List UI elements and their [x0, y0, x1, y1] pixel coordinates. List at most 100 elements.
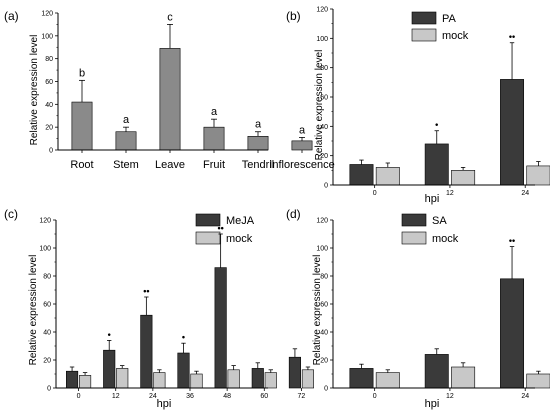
significance-marker: •• — [143, 286, 149, 296]
panel-label-d: (d) — [286, 207, 301, 221]
x-tick-label: Tendril — [242, 159, 274, 171]
y-tick-label: 40 — [45, 102, 53, 109]
y-tick-label: 100 — [41, 33, 53, 40]
significance-marker: •• — [509, 32, 515, 42]
y-tick-label: 20 — [43, 358, 51, 365]
legend-swatch-mock-d — [401, 231, 427, 245]
x-tick-label: 12 — [112, 393, 120, 400]
legend-swatch-mock-b — [411, 28, 437, 42]
bar-meja — [214, 267, 227, 389]
y-tick-label: 100 — [316, 36, 328, 43]
bar-sa — [424, 354, 449, 389]
bar-mock — [153, 372, 166, 389]
panel-b: (b) Relative expression level hpi PA moc… — [286, 7, 550, 205]
x-axis-label-d: hpi — [425, 398, 440, 410]
bar-root — [71, 101, 93, 151]
significance-letter: a — [123, 114, 130, 126]
bar-meja — [251, 368, 264, 389]
y-axis-label-c: Relative expression level — [28, 255, 39, 366]
bar-stem — [115, 131, 137, 151]
significance-letter: b — [79, 67, 85, 79]
significance-marker: • — [108, 329, 111, 339]
y-tick-label: 100 — [39, 246, 51, 253]
bar-mock — [526, 165, 550, 186]
bar-sa — [349, 368, 374, 389]
y-tick-label: 40 — [43, 330, 51, 337]
bar-mock — [79, 375, 92, 389]
y-tick-label: 40 — [320, 330, 328, 337]
y-tick-label: 40 — [320, 124, 328, 131]
legend-swatch-meja — [195, 213, 221, 227]
y-tick-label: 80 — [45, 56, 53, 63]
bar-sa — [500, 278, 525, 389]
panel-label-b: (b) — [286, 9, 301, 23]
y-tick-label: 0 — [47, 386, 51, 393]
bar-mock — [526, 373, 550, 389]
y-tick-label: 120 — [41, 11, 53, 18]
y-tick-label: 60 — [320, 302, 328, 309]
y-tick-label: 60 — [320, 95, 328, 102]
x-tick-label: Leave — [155, 159, 185, 171]
x-tick-label: 24 — [149, 393, 157, 400]
bar-inflorescence — [291, 140, 313, 151]
bar-mock — [264, 372, 277, 389]
legend-label-meja: MeJA — [226, 215, 255, 227]
bar-mock — [227, 369, 240, 389]
x-tick-label: 24 — [521, 190, 529, 197]
x-tick-label: 0 — [373, 393, 377, 400]
bar-mock — [375, 372, 400, 389]
bar-pa — [500, 79, 525, 186]
x-tick-label: 60 — [260, 393, 268, 400]
y-axis-label-a: Relative expression level — [29, 35, 40, 146]
x-tick-label: 0 — [77, 393, 81, 400]
x-tick-label: 36 — [186, 393, 194, 400]
y-tick-label: 80 — [320, 274, 328, 281]
x-tick-label: Fruit — [203, 159, 225, 171]
x-tick-label: 24 — [521, 393, 529, 400]
legend-label-mock-c: mock — [226, 233, 253, 245]
y-axis-label-b: Relative expression level — [314, 50, 325, 161]
y-tick-label: 120 — [316, 218, 328, 225]
legend-label-pa: PA — [442, 13, 457, 25]
bar-mock — [451, 170, 476, 186]
bar-meja — [103, 349, 116, 389]
x-tick-label: Stem — [113, 159, 139, 171]
bar-meja — [177, 352, 190, 389]
y-tick-label: 0 — [324, 386, 328, 393]
legend-label-sa: SA — [432, 215, 447, 227]
significance-letter: a — [255, 119, 262, 131]
bar-mock — [116, 368, 129, 389]
x-axis-label-b: hpi — [425, 193, 440, 205]
panel-a: (a) Relative expression level 0 20 40 60 80 1… — [4, 9, 335, 171]
x-tick-label: 0 — [373, 190, 377, 197]
bar-mock — [375, 167, 400, 186]
panel-c: (c) Relative expression level hpi MeJA m… — [4, 207, 314, 410]
panel-label-a: (a) — [4, 9, 19, 23]
y-tick-label: 0 — [324, 183, 328, 190]
bar-mock — [451, 366, 476, 389]
significance-letter: a — [299, 124, 306, 136]
bar-pa — [424, 143, 449, 186]
bar-fruit — [203, 126, 225, 151]
x-tick-label: 72 — [298, 393, 306, 400]
y-tick-label: 20 — [45, 125, 53, 132]
legend-swatch-pa — [411, 11, 437, 25]
y-tick-label: 120 — [316, 7, 328, 14]
y-tick-label: 100 — [316, 246, 328, 253]
x-tick-label: 12 — [446, 393, 454, 400]
legend-swatch-mock-c — [195, 231, 221, 245]
y-axis-label-d: Relative expression level — [312, 255, 323, 366]
y-tick-label: 0 — [49, 148, 53, 155]
y-tick-label: 120 — [39, 218, 51, 225]
x-tick-label: Root — [70, 159, 93, 171]
legend-label-mock-d: mock — [432, 233, 459, 245]
bar-pa — [349, 164, 374, 186]
x-tick-label: 12 — [446, 190, 454, 197]
bar-mock — [301, 369, 314, 389]
significance-marker: •• — [509, 236, 515, 246]
y-tick-label: 80 — [320, 65, 328, 72]
legend-label-mock-b: mock — [442, 30, 469, 42]
bar-tendril — [247, 136, 269, 151]
y-tick-label: 60 — [45, 79, 53, 86]
